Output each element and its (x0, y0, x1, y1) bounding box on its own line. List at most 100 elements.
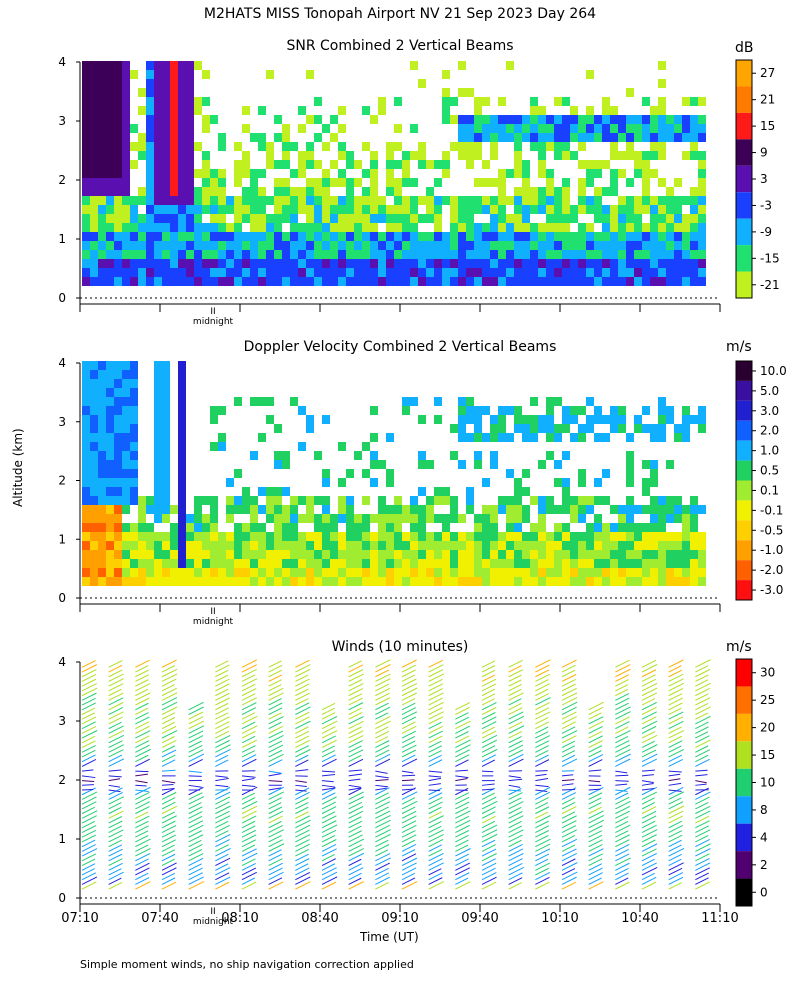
heat-cell (506, 559, 514, 568)
heat-cell (514, 559, 522, 568)
heat-cell (178, 370, 186, 379)
wind-barb (535, 740, 550, 748)
heat-cell (682, 559, 690, 568)
heat-cell (250, 241, 258, 250)
heat-cell (498, 124, 506, 133)
wind-barb (295, 876, 311, 885)
wind-barb (348, 816, 362, 824)
heat-cell (226, 241, 234, 250)
wind-barb (161, 721, 175, 730)
heat-cell (82, 97, 90, 106)
y-tick-label: 1 (58, 832, 66, 846)
wind-barb (321, 871, 338, 881)
heat-cell (466, 559, 474, 568)
heat-cell (146, 79, 154, 88)
wind-barb (295, 745, 310, 753)
wind-barb (375, 775, 389, 779)
heat-cell (154, 424, 162, 433)
heat-cell (114, 241, 122, 250)
heat-cell (570, 151, 578, 160)
heat-cell (650, 559, 658, 568)
heat-cell (426, 514, 434, 523)
heat-cell (498, 277, 506, 286)
heat-cell (506, 214, 514, 223)
heat-cell (98, 214, 106, 223)
wind-barb (188, 758, 203, 767)
wind-barb (241, 805, 258, 815)
wind-barb (455, 759, 469, 767)
heat-cell (434, 241, 442, 250)
heat-cell (186, 142, 194, 151)
heat-cell (170, 169, 178, 178)
wind-barb (321, 815, 337, 824)
heat-cell (530, 541, 538, 550)
heat-cell (586, 277, 594, 286)
heat-cell (194, 496, 202, 505)
heat-cell (442, 151, 450, 160)
heat-cell (586, 496, 594, 505)
heat-cell (522, 415, 530, 424)
heat-cell (642, 223, 650, 232)
wind-barb (588, 716, 604, 725)
wind-barb (695, 726, 709, 734)
heat-cell (146, 541, 154, 550)
heat-cell (370, 250, 378, 259)
heat-cell (434, 160, 442, 169)
heat-cell (610, 115, 618, 124)
heat-cell (162, 97, 170, 106)
heat-cell (114, 442, 122, 451)
wind-barb (455, 739, 471, 748)
heat-cell (314, 187, 322, 196)
heat-cell (434, 541, 442, 550)
wind-barb (268, 725, 283, 734)
heat-cell (386, 151, 394, 160)
heat-cell (682, 133, 690, 142)
heat-cell (346, 268, 354, 277)
wind-barb (135, 848, 151, 857)
heat-cell (162, 277, 170, 286)
heat-cell (130, 361, 138, 370)
heat-cell (234, 397, 242, 406)
heat-cell (538, 241, 546, 250)
heat-cell (610, 505, 618, 514)
wind-barb (348, 745, 362, 753)
heat-cell (194, 241, 202, 250)
heat-cell (474, 259, 482, 268)
heat-cell (370, 514, 378, 523)
heat-cell (106, 88, 114, 97)
wind-barb (215, 796, 231, 805)
wind-barb (81, 735, 96, 744)
velocity-units: m/s (726, 339, 752, 355)
heat-cell (346, 241, 354, 250)
heat-cell (114, 514, 122, 523)
heat-cell (370, 232, 378, 241)
heat-cell (442, 241, 450, 250)
heat-cell (114, 88, 122, 97)
heat-cell (82, 523, 90, 532)
heat-cell (114, 397, 122, 406)
heat-cell (154, 205, 162, 214)
heat-cell (266, 241, 274, 250)
heat-cell (322, 223, 330, 232)
heat-cell (322, 532, 330, 541)
heat-cell (146, 250, 154, 259)
wind-barb (135, 725, 150, 734)
wind-barb (215, 688, 229, 697)
heat-cell (98, 478, 106, 487)
heat-cell (178, 451, 186, 460)
wind-barb (641, 848, 657, 857)
heat-cell (442, 250, 450, 259)
wind-barb (455, 877, 469, 885)
wind-barb (428, 796, 443, 805)
heat-cell (594, 169, 602, 178)
wind-barb (215, 839, 230, 848)
wind-barb (268, 858, 283, 866)
heat-cell (178, 223, 186, 232)
heat-cell (522, 532, 530, 541)
heat-cell (514, 532, 522, 541)
heat-cell (82, 61, 90, 70)
heat-cell (690, 124, 698, 133)
heat-cell (594, 124, 602, 133)
heat-cell (506, 532, 514, 541)
heat-cell (154, 79, 162, 88)
